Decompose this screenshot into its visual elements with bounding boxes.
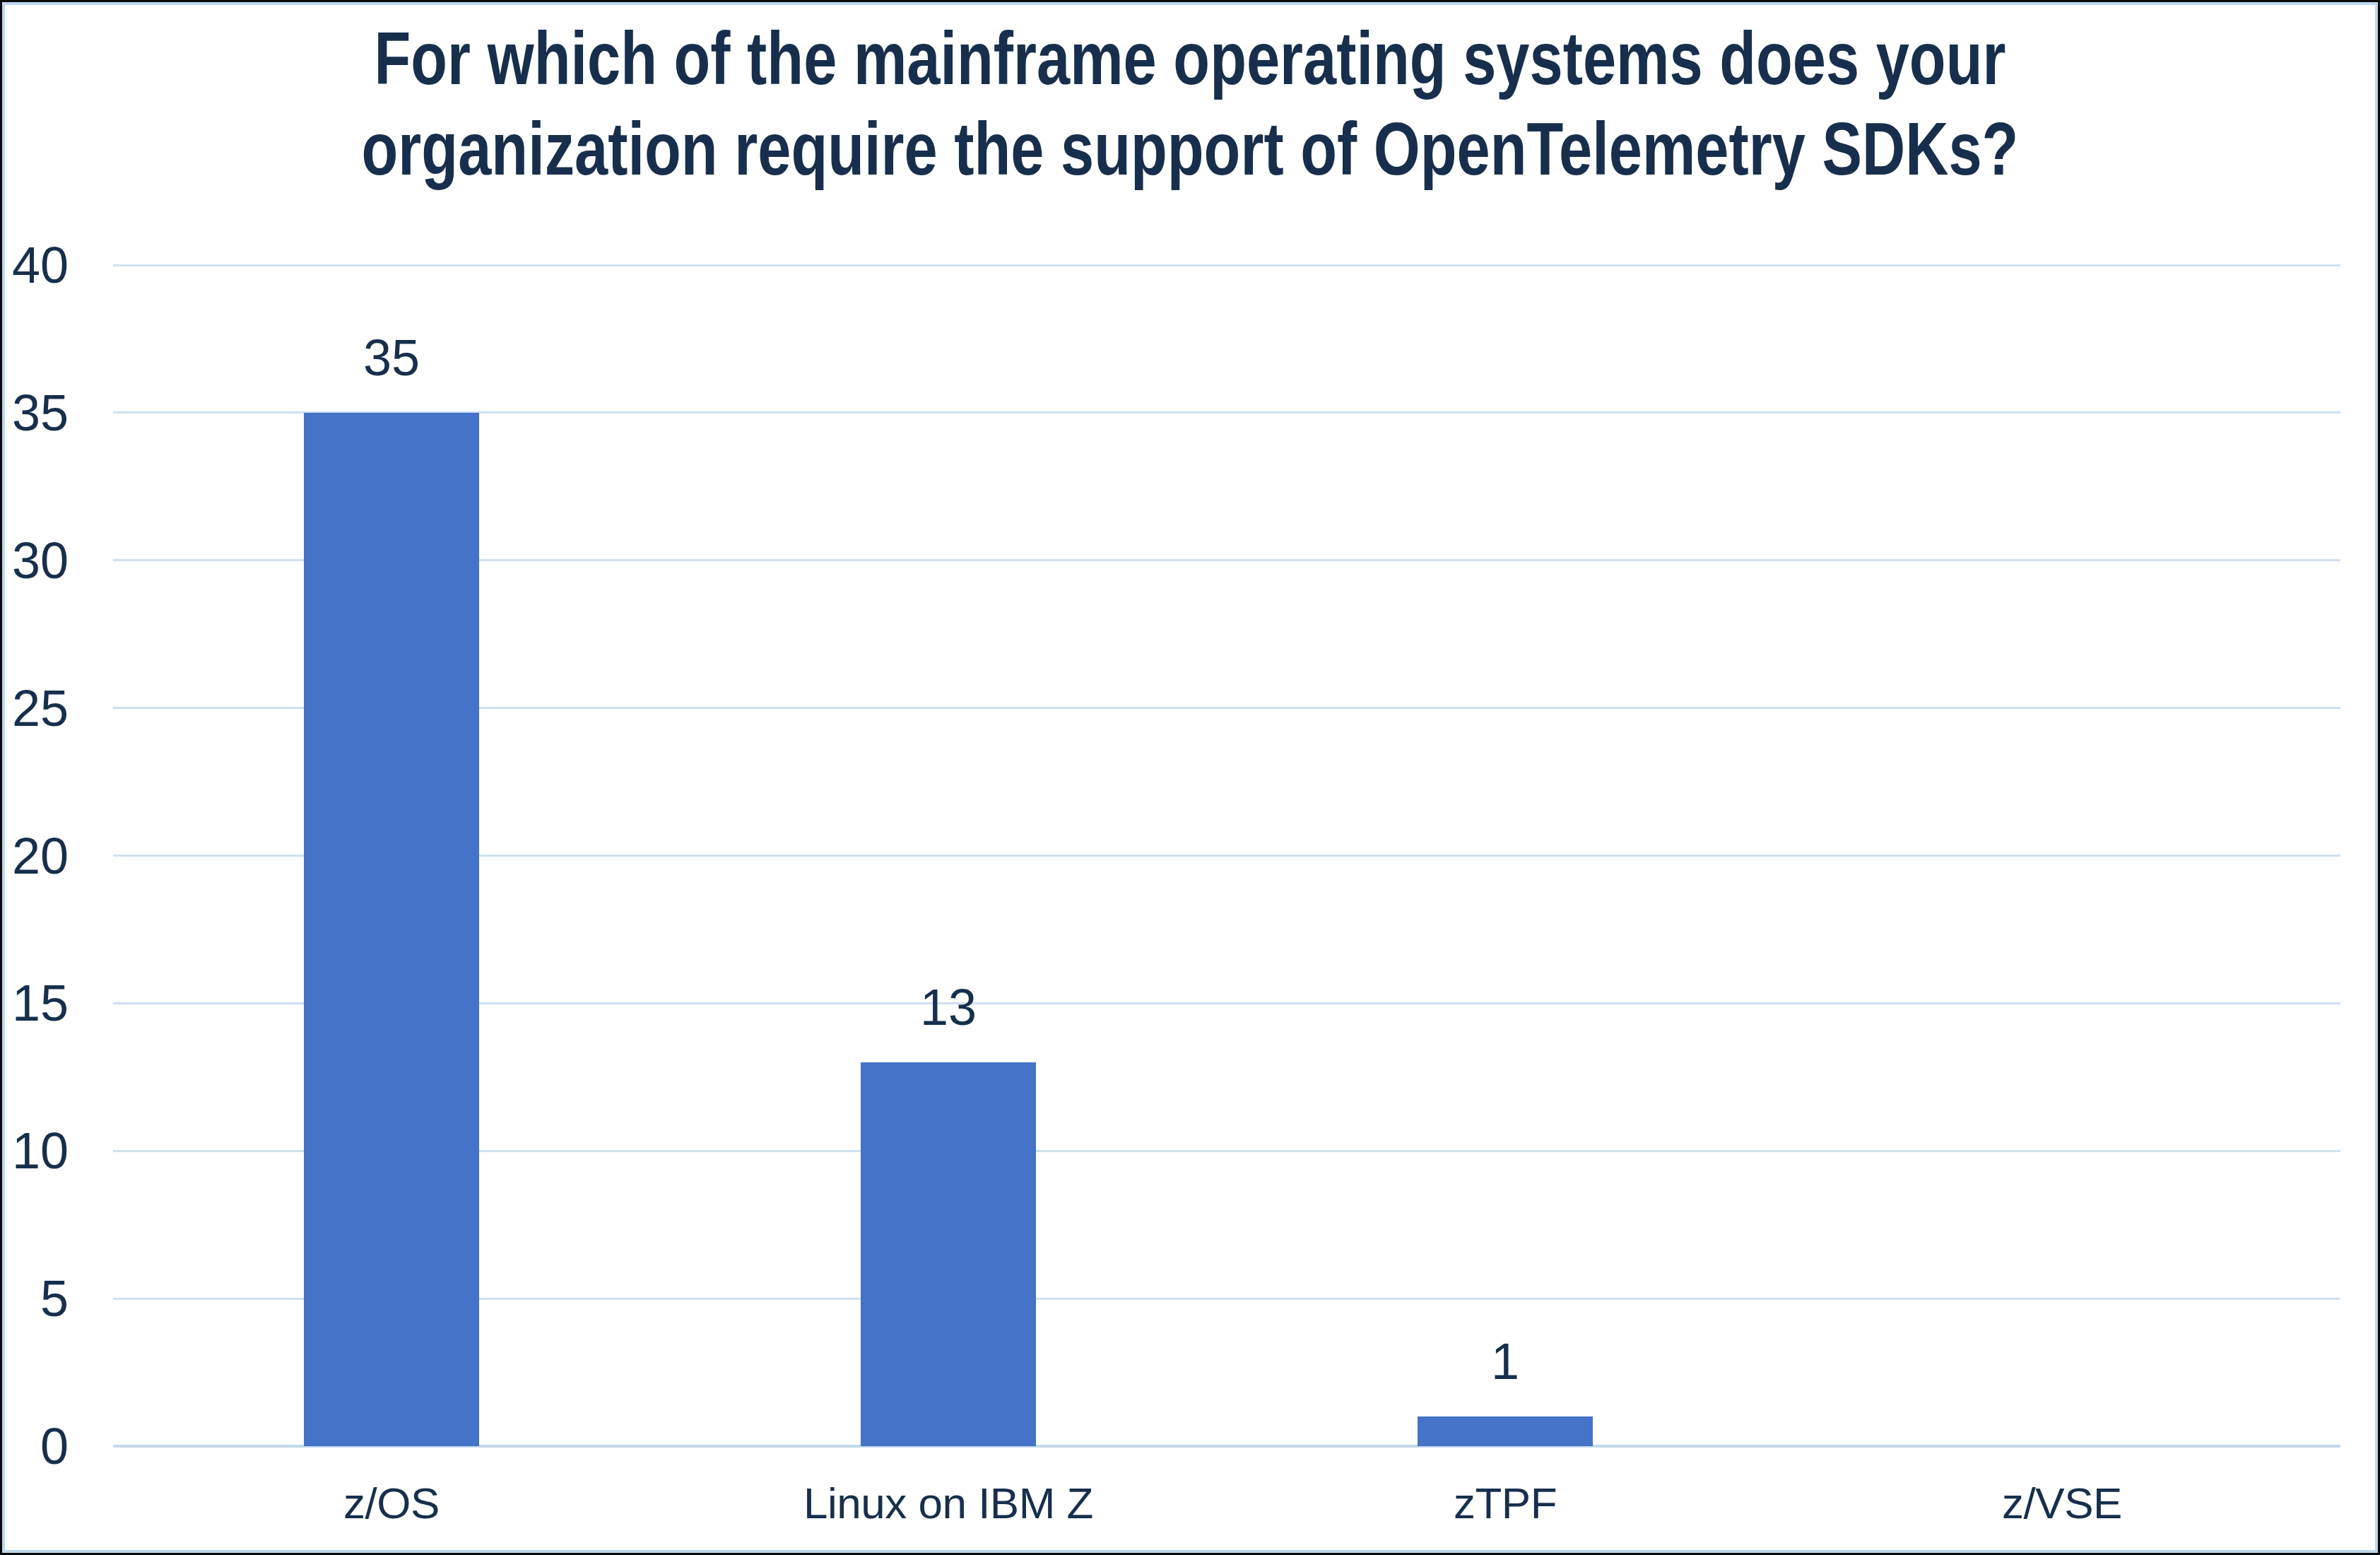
bar-value-label: 13	[842, 979, 1054, 1035]
y-tick-label: 10	[0, 1122, 69, 1179]
y-tick-label: 40	[0, 237, 69, 293]
y-tick-label: 5	[0, 1270, 69, 1327]
y-tick-label: 35	[0, 385, 69, 441]
chart-title-line: For which of the mainframe operating sys…	[238, 13, 2142, 103]
y-tick-label: 25	[0, 680, 69, 737]
gridline	[113, 264, 2340, 266]
chart-title-line: organization require the support of Open…	[238, 103, 2142, 194]
x-category-label: Linux on IBM Z	[670, 1473, 1227, 1533]
bar	[861, 1062, 1036, 1446]
bar	[304, 413, 479, 1446]
x-category-label: z/OS	[113, 1473, 670, 1533]
x-category-label: zTPF	[1227, 1473, 1784, 1533]
y-tick-label: 15	[0, 975, 69, 1031]
bar-value-label: 35	[285, 329, 497, 386]
bar-chart: For which of the mainframe operating sys…	[0, 0, 2380, 1555]
y-tick-label: 0	[0, 1418, 69, 1474]
y-tick-label: 20	[0, 828, 69, 884]
chart-title: For which of the mainframe operating sys…	[0, 13, 2380, 194]
x-axis: z/OSLinux on IBM ZzTPFz/VSE	[113, 1473, 2340, 1533]
bar	[1418, 1416, 1593, 1446]
x-category-label: z/VSE	[1784, 1473, 2340, 1533]
y-tick-label: 30	[0, 532, 69, 589]
plot-area	[113, 265, 2340, 1446]
bar-value-label: 1	[1399, 1333, 1611, 1390]
